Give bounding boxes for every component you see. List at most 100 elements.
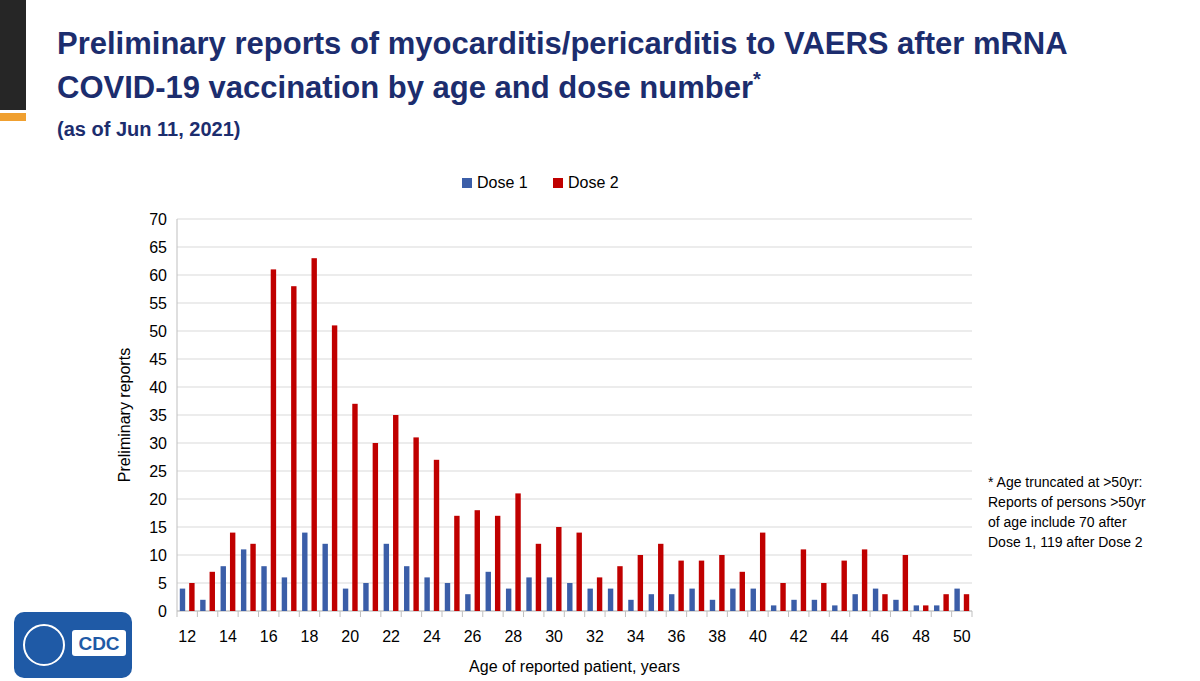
x-tick-label: 32 (586, 628, 604, 645)
bar (343, 589, 348, 611)
bar (923, 605, 928, 611)
bar (475, 510, 480, 611)
y-tick-label: 60 (149, 267, 167, 284)
x-tick (584, 611, 585, 617)
x-tick (523, 611, 524, 617)
bar (751, 589, 756, 611)
bar (597, 577, 602, 611)
bar (363, 583, 368, 611)
bar (250, 544, 255, 611)
x-tick (768, 611, 769, 617)
x-tick (278, 611, 279, 617)
bar (719, 555, 724, 611)
x-tick (686, 611, 687, 617)
x-tick (747, 611, 748, 617)
x-tick (931, 611, 932, 617)
decoration (0, 0, 26, 110)
x-tick (951, 611, 952, 617)
bar (384, 544, 389, 611)
x-tick-label: 28 (504, 628, 522, 645)
bar (791, 600, 796, 611)
bar (964, 594, 969, 611)
bar (526, 577, 531, 611)
x-tick (808, 611, 809, 617)
legend-swatch (553, 178, 563, 188)
x-tick (319, 611, 320, 617)
y-tick-label: 20 (149, 491, 167, 508)
x-tick (340, 611, 341, 617)
grid-line (177, 247, 972, 248)
y-tick-label: 65 (149, 239, 167, 256)
bar (373, 443, 378, 611)
bar (506, 589, 511, 611)
bar (678, 561, 683, 611)
y-tick-label: 50 (149, 323, 167, 340)
bar (821, 583, 826, 611)
bar (669, 594, 674, 611)
x-tick (910, 611, 911, 617)
annotation: * Age truncated at >50yr: (988, 474, 1143, 490)
bars (180, 258, 969, 611)
logo-seal (24, 625, 64, 665)
x-tick (421, 611, 422, 617)
bar (282, 577, 287, 611)
y-tick-label: 25 (149, 463, 167, 480)
x-tick (401, 611, 402, 617)
bar (780, 583, 785, 611)
bar (638, 555, 643, 611)
bar (852, 594, 857, 611)
x-tick (829, 611, 830, 617)
bar (801, 549, 806, 611)
x-tick (870, 611, 871, 617)
bar (862, 549, 867, 611)
x-tick-label: 30 (545, 628, 563, 645)
bar (587, 589, 592, 611)
x-tick (462, 611, 463, 617)
chart: 0510152025303540455055606570121416182022… (0, 0, 1200, 681)
bar (465, 594, 470, 611)
decoration (0, 113, 26, 121)
x-tick (605, 611, 606, 617)
x-tick (645, 611, 646, 617)
x-tick (299, 611, 300, 617)
x-tick-label: 42 (790, 628, 808, 645)
y-axis (177, 219, 178, 611)
bar (556, 527, 561, 611)
bar (882, 594, 887, 611)
x-tick (503, 611, 504, 617)
logo-badge (72, 630, 126, 656)
bar (832, 605, 837, 611)
x-tick (707, 611, 708, 617)
bar (404, 566, 409, 611)
bar (842, 561, 847, 611)
x-tick-label: 14 (219, 628, 237, 645)
bar (608, 589, 613, 611)
bar (943, 594, 948, 611)
bar (454, 516, 459, 611)
bar (547, 577, 552, 611)
bar (291, 286, 296, 611)
y-tick-label: 5 (158, 575, 167, 592)
bar (180, 589, 185, 611)
bar (352, 404, 357, 611)
x-tick-label: 20 (341, 628, 359, 645)
x-tick (442, 611, 443, 617)
x-tick-label: 34 (627, 628, 645, 645)
x-tick (890, 611, 891, 617)
x-tick-label: 24 (423, 628, 441, 645)
bar (413, 437, 418, 611)
y-tick-label: 15 (149, 519, 167, 536)
bar (893, 600, 898, 611)
x-tick (177, 611, 178, 617)
bar (710, 600, 715, 611)
x-tick-label: 48 (912, 628, 930, 645)
x-tick (543, 611, 544, 617)
bar (628, 600, 633, 611)
annotation: Dose 1, 119 after Dose 2 (988, 534, 1143, 550)
bar (617, 566, 622, 611)
x-tick (972, 611, 973, 617)
annotation: Reports of persons >50yr (988, 494, 1146, 510)
legend-label: Dose 2 (568, 174, 619, 191)
x-tick (849, 611, 850, 617)
x-axis-title: Age of reported patient, years (469, 658, 680, 675)
